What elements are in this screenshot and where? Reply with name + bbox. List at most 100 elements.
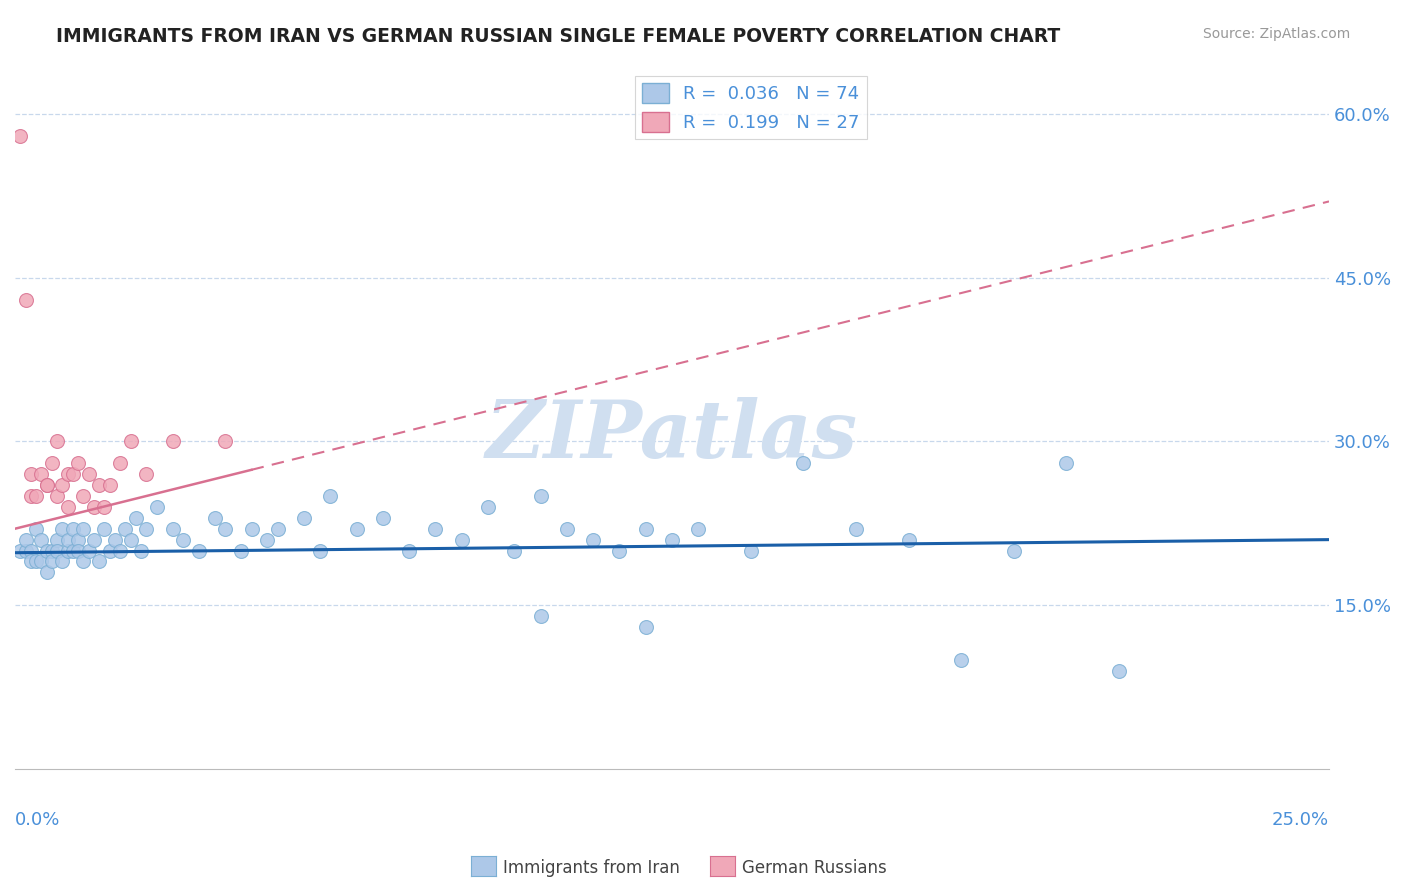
Point	[8, 128, 31, 143]
Point	[56, 543, 79, 558]
Point	[56, 533, 79, 547]
Point	[256, 533, 278, 547]
Point	[20, 543, 42, 558]
Point	[740, 543, 762, 558]
Point	[51, 478, 73, 492]
Point	[609, 543, 631, 558]
Text: 25.0%: 25.0%	[1272, 812, 1329, 830]
Point	[114, 522, 136, 536]
Point	[20, 489, 42, 503]
Point	[120, 533, 142, 547]
Point	[77, 467, 100, 482]
Text: Source: ZipAtlas.com: Source: ZipAtlas.com	[1202, 27, 1350, 41]
Point	[83, 533, 105, 547]
Point	[35, 478, 58, 492]
Point	[25, 489, 48, 503]
Point	[30, 554, 52, 568]
Point	[214, 522, 236, 536]
Point	[14, 543, 37, 558]
Text: 0.0%: 0.0%	[15, 812, 60, 830]
Point	[41, 554, 63, 568]
Point	[87, 478, 110, 492]
Point	[897, 533, 920, 547]
Point	[172, 533, 194, 547]
Point	[371, 511, 394, 525]
Point	[14, 533, 37, 547]
Point	[35, 478, 58, 492]
Point	[72, 489, 94, 503]
Text: Immigrants from Iran: Immigrants from Iran	[503, 859, 681, 877]
Point	[62, 543, 84, 558]
Point	[98, 478, 121, 492]
Text: ZIPatlas: ZIPatlas	[486, 397, 858, 475]
Point	[25, 522, 48, 536]
Point	[67, 543, 90, 558]
Point	[845, 522, 868, 536]
Point	[104, 533, 127, 547]
Point	[125, 511, 148, 525]
Legend: R =  0.036   N = 74, R =  0.199   N = 27: R = 0.036 N = 74, R = 0.199 N = 27	[634, 76, 868, 139]
Point	[25, 554, 48, 568]
Point	[46, 489, 69, 503]
Point	[62, 467, 84, 482]
Point	[83, 500, 105, 514]
Point	[634, 522, 657, 536]
Point	[634, 620, 657, 634]
Point	[529, 489, 551, 503]
Point	[67, 533, 90, 547]
Point	[162, 434, 184, 449]
Point	[120, 434, 142, 449]
Point	[108, 456, 131, 470]
Point	[72, 522, 94, 536]
Point	[162, 522, 184, 536]
Point	[267, 522, 290, 536]
Point	[56, 500, 79, 514]
Point	[346, 522, 368, 536]
Point	[1002, 543, 1025, 558]
Point	[582, 533, 605, 547]
Point	[450, 533, 472, 547]
Point	[135, 467, 157, 482]
Point	[56, 467, 79, 482]
Point	[98, 543, 121, 558]
Point	[20, 467, 42, 482]
Point	[661, 533, 683, 547]
Point	[308, 543, 330, 558]
Point	[529, 609, 551, 624]
Point	[950, 652, 973, 666]
Point	[46, 533, 69, 547]
Point	[108, 543, 131, 558]
Point	[8, 543, 31, 558]
Point	[30, 533, 52, 547]
Point	[77, 543, 100, 558]
Point	[93, 522, 115, 536]
Point	[292, 511, 315, 525]
Point	[188, 543, 211, 558]
Point	[46, 434, 69, 449]
Point	[204, 511, 226, 525]
Point	[398, 543, 420, 558]
Point	[129, 543, 152, 558]
Point	[35, 566, 58, 580]
Point	[792, 456, 814, 470]
Point	[135, 522, 157, 536]
Point	[46, 543, 69, 558]
Point	[51, 554, 73, 568]
Point	[688, 522, 710, 536]
Point	[503, 543, 526, 558]
Point	[20, 554, 42, 568]
Point	[51, 522, 73, 536]
Point	[35, 543, 58, 558]
Point	[30, 467, 52, 482]
Point	[14, 293, 37, 307]
Point	[41, 456, 63, 470]
Point	[1054, 456, 1077, 470]
Text: German Russians: German Russians	[742, 859, 887, 877]
Point	[146, 500, 169, 514]
Point	[229, 543, 252, 558]
Point	[67, 456, 90, 470]
Point	[62, 522, 84, 536]
Text: IMMIGRANTS FROM IRAN VS GERMAN RUSSIAN SINGLE FEMALE POVERTY CORRELATION CHART: IMMIGRANTS FROM IRAN VS GERMAN RUSSIAN S…	[56, 27, 1060, 45]
Point	[477, 500, 499, 514]
Point	[1108, 664, 1130, 678]
